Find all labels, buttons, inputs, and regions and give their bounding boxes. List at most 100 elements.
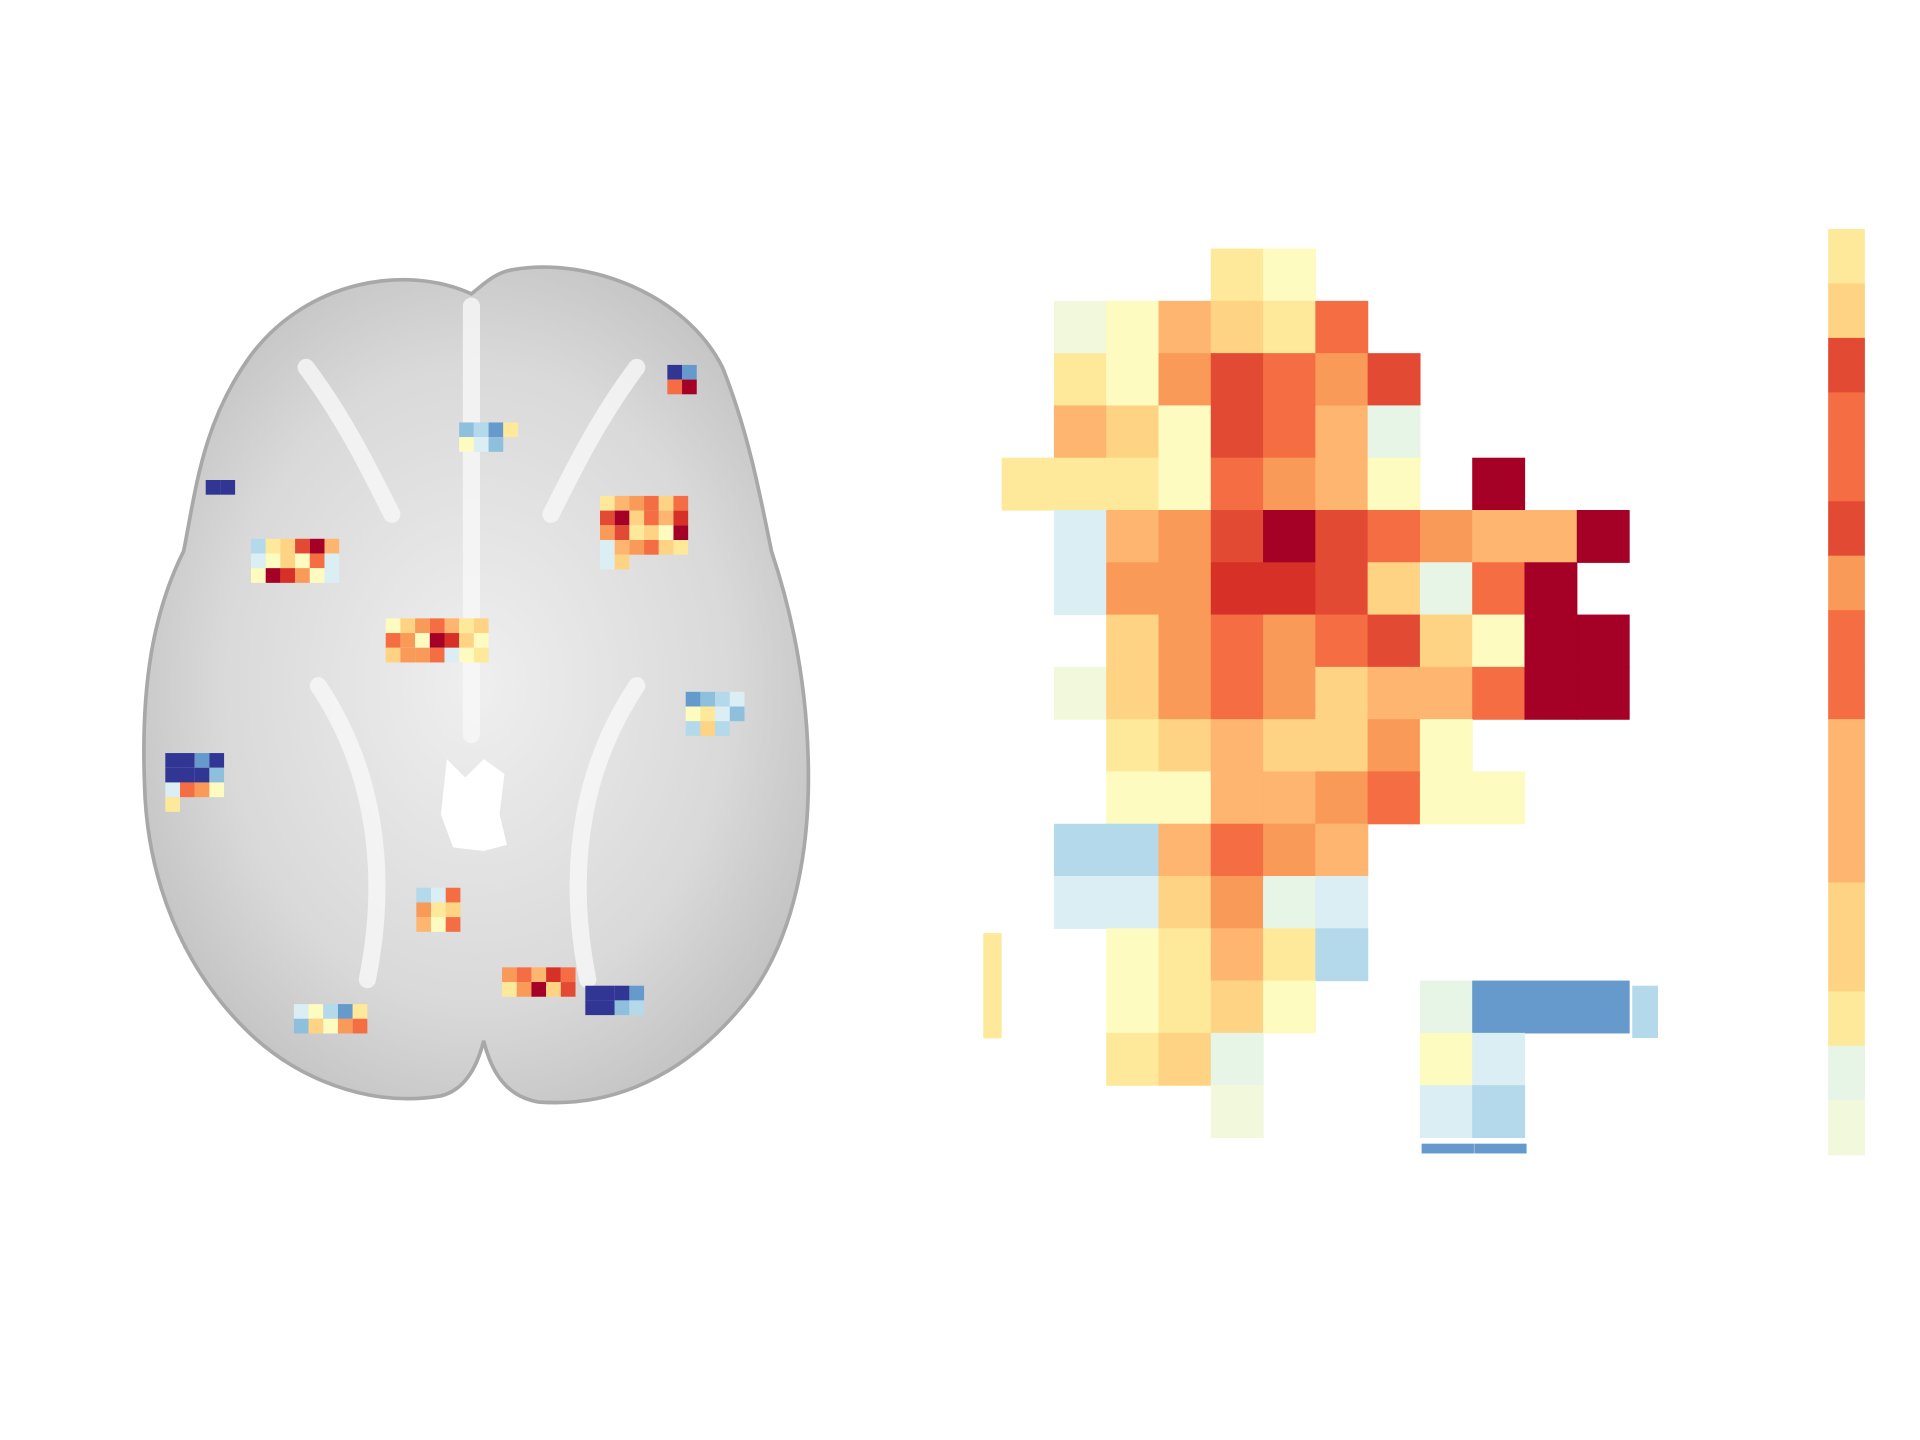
- heatmap-cell: [1210, 719, 1264, 773]
- colorbar-segment: [1828, 882, 1865, 938]
- heatmap-cell: [1367, 666, 1421, 720]
- activation-voxel: [644, 495, 659, 511]
- activation-voxel: [682, 364, 697, 380]
- activation-voxel: [180, 753, 195, 768]
- heatmap-cell: [1210, 1085, 1264, 1139]
- activation-voxel: [209, 767, 225, 783]
- heatmap-cell: [1210, 300, 1264, 354]
- heatmap-cell: [1472, 1032, 1526, 1086]
- heatmap-cell: [1210, 353, 1264, 407]
- heatmap-cell: [1315, 666, 1369, 720]
- heatmap-cell: [1106, 928, 1160, 982]
- activation-voxel: [658, 525, 674, 540]
- activation-voxel: [560, 982, 576, 997]
- activation-voxel: [459, 437, 474, 452]
- heatmap-cell: [1576, 980, 1630, 1034]
- activation-voxel: [309, 538, 325, 554]
- heatmap-cell: [1315, 300, 1369, 354]
- activation-voxel: [220, 480, 236, 495]
- activation-voxel: [265, 568, 281, 583]
- activation-voxel: [600, 510, 615, 526]
- colorbar-segment: [1828, 228, 1865, 285]
- activation-voxel: [337, 1018, 353, 1034]
- activation-voxel: [629, 495, 645, 511]
- heatmap-cell: [1158, 614, 1212, 668]
- activation-voxel: [585, 1000, 600, 1016]
- activation-voxel: [685, 691, 701, 707]
- heatmap-cell: [1263, 562, 1316, 616]
- activation-voxel: [629, 1000, 645, 1016]
- activation-voxel: [473, 633, 489, 648]
- heatmap-cell: [1158, 457, 1212, 511]
- heatmap-cell: [1315, 928, 1369, 982]
- heatmap-cell: [1419, 1085, 1473, 1139]
- heatmap-cell: [1315, 876, 1369, 929]
- activation-voxel: [629, 525, 645, 540]
- activation-voxel: [295, 568, 310, 583]
- colorbar-segment: [1828, 664, 1865, 720]
- activation-voxel: [165, 782, 180, 798]
- activation-voxel: [700, 721, 716, 736]
- activation-voxel: [444, 633, 460, 648]
- colorbar-segment: [1828, 555, 1865, 611]
- heatmap-cell: [1472, 510, 1526, 563]
- activation-voxel: [429, 633, 445, 648]
- activation-voxel: [502, 982, 517, 997]
- activation-voxel: [352, 1004, 368, 1019]
- activation-voxel: [280, 538, 296, 554]
- activation-voxel: [644, 540, 659, 555]
- activation-voxel: [415, 647, 430, 663]
- heatmap-cell: [1106, 771, 1160, 825]
- colorbar-segment: [1828, 719, 1865, 775]
- activation-voxel: [400, 647, 416, 663]
- activation-voxel: [459, 422, 474, 438]
- activation-voxel: [308, 1018, 324, 1034]
- heatmap-cell: [1524, 980, 1578, 1034]
- activation-voxel: [324, 553, 340, 569]
- activation-voxel: [502, 967, 517, 983]
- activation-voxel: [600, 985, 615, 1001]
- activation-voxel: [194, 767, 210, 783]
- activation-voxel: [180, 767, 195, 783]
- activation-voxel: [600, 1000, 615, 1016]
- heatmap-cell: [1472, 980, 1526, 1034]
- heatmap-cell: [1472, 457, 1526, 511]
- heatmap-cell: [1524, 614, 1578, 668]
- heatmap-cell: [1576, 666, 1630, 720]
- activation-voxel: [503, 422, 518, 438]
- activation-voxel: [400, 633, 416, 648]
- activation-voxel: [265, 553, 281, 569]
- activation-voxel: [431, 917, 446, 932]
- activation-voxel: [459, 647, 474, 663]
- activation-voxel: [194, 782, 210, 798]
- activation-voxel: [516, 982, 532, 997]
- activation-voxel: [531, 967, 547, 983]
- heatmap: [983, 248, 1658, 1154]
- heatmap-cell: [1263, 510, 1316, 563]
- heatmap-cell: [1419, 1032, 1473, 1086]
- heatmap-cell: [1263, 876, 1316, 929]
- heatmap-cell: [1419, 666, 1473, 720]
- colorbar-segment: [1828, 991, 1865, 1047]
- activation-voxel: [251, 553, 266, 569]
- heatmap-cell: [1263, 928, 1316, 982]
- heatmap-cell: [1106, 980, 1160, 1034]
- activation-voxel: [614, 510, 630, 526]
- heatmap-cell: [1106, 876, 1160, 929]
- activation-voxel: [209, 753, 225, 768]
- activation-voxel: [488, 422, 504, 438]
- heatmap-cell: [1263, 300, 1316, 354]
- activation-voxel: [673, 495, 689, 511]
- heatmap-cell: [1106, 457, 1160, 511]
- activation-voxel: [700, 706, 716, 722]
- activation-voxel: [667, 379, 683, 395]
- heatmap-cell: [1158, 928, 1212, 982]
- heatmap-cell: [1106, 510, 1160, 563]
- heatmap-cell: [1263, 666, 1316, 720]
- colorbar-segment: [1828, 283, 1865, 339]
- activation-voxel: [165, 797, 180, 812]
- activation-voxel: [685, 706, 701, 722]
- activation-voxel: [682, 379, 697, 395]
- heatmap-cell: [1053, 300, 1107, 354]
- heatmap-cell: [1210, 510, 1264, 563]
